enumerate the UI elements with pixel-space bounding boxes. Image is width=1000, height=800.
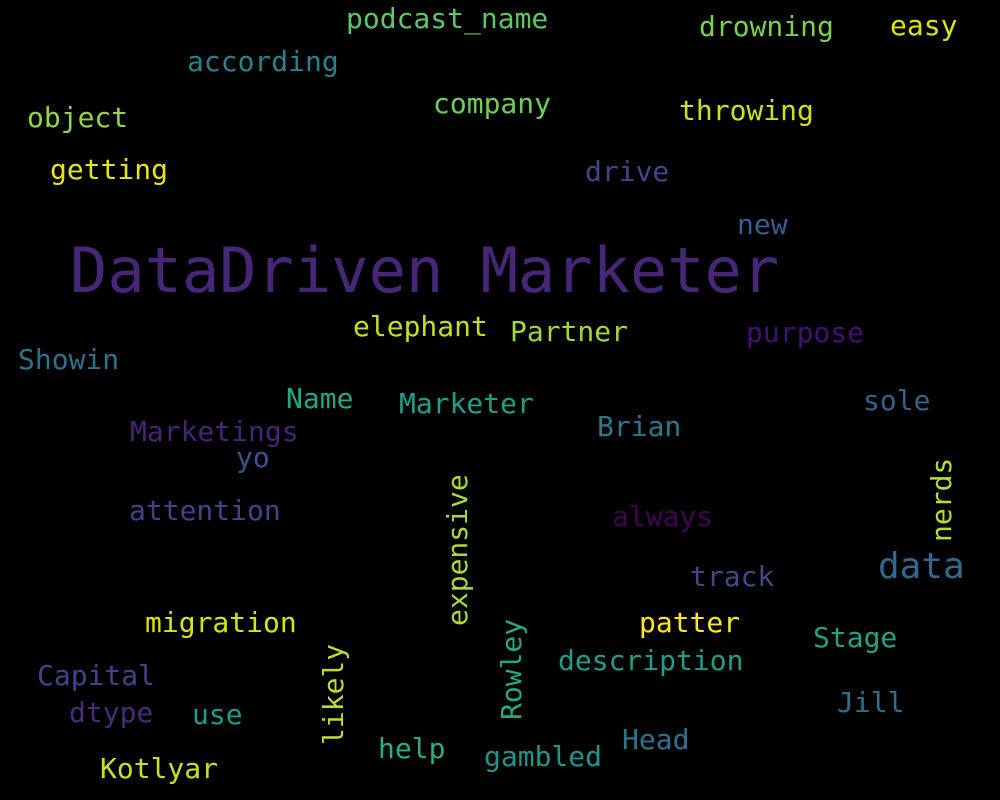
word-object: object (27, 101, 129, 134)
word-always: always (612, 500, 714, 533)
word-purpose: purpose (746, 316, 865, 349)
word-datadriven-marketer: DataDriven Marketer (70, 234, 780, 307)
word-dtype: dtype (69, 696, 154, 729)
word-sole: sole (863, 384, 931, 417)
word-capital: Capital (37, 659, 156, 692)
word-use: use (192, 698, 243, 731)
word-podcast-name: podcast_name (346, 2, 549, 35)
word-marketer: Marketer (399, 387, 534, 420)
word-track: track (690, 560, 775, 593)
word-kotlyar: Kotlyar (100, 752, 219, 785)
word-new: new (737, 208, 788, 241)
word-marketings: Marketings (130, 415, 299, 448)
word-patter: patter (639, 606, 741, 639)
word-according: according (187, 45, 339, 78)
word-gambled: gambled (484, 740, 603, 773)
word-company: company (433, 87, 552, 120)
word-showin: Showin (18, 343, 120, 376)
word-data: data (878, 546, 965, 587)
word-likely: likely (317, 643, 350, 745)
word-description: description (558, 644, 744, 677)
word-head: Head (622, 723, 690, 756)
word-drive: drive (585, 155, 670, 188)
word-nerds: nerds (925, 457, 958, 542)
word-throwing: throwing (679, 94, 814, 127)
word-easy: easy (890, 9, 958, 42)
word-elephant: elephant (353, 310, 488, 343)
word-yo: yo (236, 441, 270, 474)
word-help: help (378, 732, 446, 765)
word-partner: Partner (510, 315, 629, 348)
word-migration: migration (145, 606, 297, 639)
word-brian: Brian (597, 410, 682, 443)
word-expensive: expensive (441, 474, 474, 626)
word-getting: getting (50, 153, 169, 186)
word-jill: Jill (837, 686, 905, 719)
word-attention: attention (129, 494, 281, 527)
word-rowley: Rowley (495, 618, 528, 720)
word-stage: Stage (813, 621, 898, 654)
word-name: Name (286, 382, 354, 415)
word-drowning: drowning (699, 10, 834, 43)
